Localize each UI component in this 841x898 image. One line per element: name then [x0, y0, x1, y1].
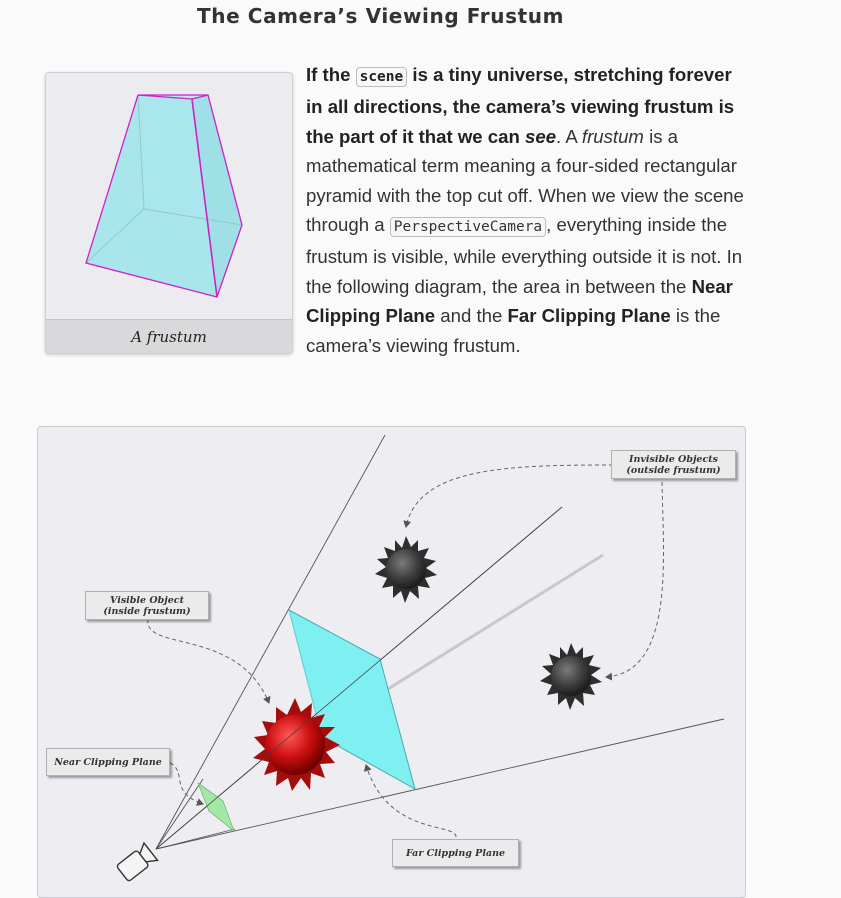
view-rays: [155, 434, 725, 850]
page-title: The Camera’s Viewing Frustum: [197, 4, 565, 28]
camera-icon: [116, 841, 159, 882]
label-invisible-objects: Invisible Objects (outside frustum): [611, 450, 736, 479]
near-clipping-plane: [197, 781, 235, 833]
text-run: If the: [306, 64, 356, 85]
frustum-illustration: [84, 94, 243, 298]
label-near-clipping-plane: Near Clipping Plane: [46, 748, 170, 776]
text-run: is a mathematical term meaning a four-si…: [306, 125, 744, 236]
visible-object: [253, 698, 340, 791]
label-far-clipping-plane: Far Clipping Plane: [392, 839, 519, 867]
code-perspective-camera: PerspectiveCamera: [389, 217, 547, 238]
text-run: , everything inside the frustum is visib…: [306, 214, 743, 297]
frustum-diagram: Invisible Objects (outside frustum) Visi…: [37, 426, 746, 898]
text-run: is the camera’s viewing frustum.: [306, 305, 721, 356]
figure-caption: A frustum: [46, 319, 292, 353]
bold-lead: If the scene is a tiny universe, stretch…: [306, 64, 734, 147]
text-run: . A: [556, 125, 582, 147]
text-run: is a tiny universe, stretching forever i…: [306, 64, 735, 147]
frustum-figure: A frustum: [45, 72, 293, 354]
text-run: and the: [435, 305, 508, 327]
emphasis-see: see: [525, 125, 557, 147]
code-scene: scene: [355, 67, 408, 87]
bold-far-plane: Far Clipping Plane: [507, 305, 671, 327]
diagram-canvas: [116, 434, 725, 882]
emphasis-frustum: frustum: [581, 125, 644, 147]
center-ray-shadow: [387, 553, 604, 691]
callout-arrows: [147, 464, 665, 838]
invisible-object-2: [540, 643, 602, 710]
invisible-object-1: [375, 536, 437, 603]
label-visible-object: Visible Object (inside frustum): [85, 591, 209, 620]
intro-paragraph: If the scene is a tiny universe, stretch…: [306, 60, 746, 360]
bold-near-plane: Near Clipping Plane: [306, 275, 733, 327]
